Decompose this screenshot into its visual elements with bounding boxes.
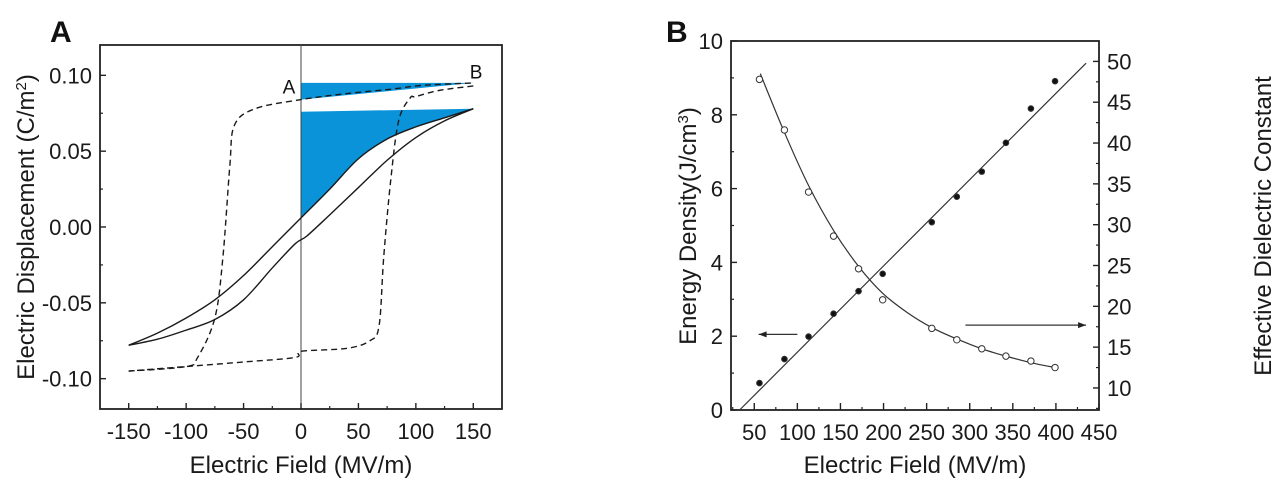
panel-a-y-axis-title: Electric Displacement (C/m2) (13, 74, 41, 380)
solid-loop-curve (128, 108, 474, 346)
shaded-energy-region (301, 108, 474, 218)
dielectric-constant-point (854, 265, 863, 273)
y-tick-label: -0.10 (42, 367, 92, 392)
panel-b-x-axis-title: Electric Field (MV/m) (804, 452, 1027, 479)
y-tick-label: 0.00 (49, 215, 92, 240)
panel-a-annotations: AB (283, 62, 483, 98)
energy-density-point (805, 333, 812, 340)
energy-density-point (879, 270, 886, 278)
panel-a-label: A (50, 16, 72, 49)
energy-density-point (1051, 77, 1059, 85)
energy-density-point (978, 168, 986, 175)
x-tick-label: 0 (295, 419, 307, 444)
right-y-tick-label: 20 (1107, 294, 1131, 319)
x-tick-label: -50 (228, 419, 260, 444)
x-tick-label: 50 (742, 420, 766, 445)
panel-b-axis-arrows (758, 322, 1087, 338)
x-tick-label: 100 (397, 419, 434, 444)
panel-a: A -150 -100 -50 0 50 100 150 -0.10 -0.05 0.00 0.0… (13, 16, 503, 479)
right-y-tick-label: 15 (1107, 335, 1131, 360)
solid-loop-curve (128, 108, 474, 346)
x-tick-label: 150 (822, 420, 859, 445)
right-y-tick-label: 30 (1107, 213, 1131, 238)
dielectric-constant-point (878, 296, 887, 304)
energy-density-point (953, 193, 961, 201)
arrow-left-icon (758, 331, 767, 338)
panel-b-label: B (666, 16, 688, 49)
dielectric-constant-point (1051, 363, 1059, 372)
panel-b-right-y-ticks: 10 15 20 25 30 35 40 45 50 (1093, 49, 1131, 409)
x-tick-label: 250 (908, 420, 945, 445)
panel-b-data-points (755, 75, 1059, 387)
x-tick-label: 150 (455, 419, 492, 444)
energy-density-point (928, 218, 936, 226)
right-y-tick-label: 50 (1107, 49, 1131, 74)
dielectric-constant-point (804, 188, 813, 196)
right-y-tick-label: 25 (1107, 254, 1131, 279)
energy-density-point (1002, 139, 1010, 147)
panel-a-y-ticks: -0.10 -0.05 0.00 0.05 0.10 (42, 63, 106, 392)
dashed-loop-curve (128, 82, 474, 372)
right-y-tick-label: 10 (1107, 376, 1131, 401)
energy-density-point (830, 310, 837, 317)
left-y-tick-label: 0 (711, 398, 723, 423)
y-tick-label: -0.05 (42, 291, 92, 316)
y-tick-label: 0.05 (49, 139, 92, 164)
x-tick-label: 450 (1081, 420, 1118, 445)
x-tick-label: 200 (865, 420, 902, 445)
dielectric-constant-point (829, 232, 838, 240)
panel-b-plot-frame (730, 40, 1100, 411)
panel-a-series (128, 82, 474, 372)
panel-b-fit-lines (739, 62, 1087, 411)
x-tick-label: 50 (346, 419, 370, 444)
left-y-tick-label: 10 (699, 29, 723, 54)
panel-b-right-y-axis-title: Effective Dielectric Constant (1250, 76, 1277, 376)
y-tick-label: 0.10 (49, 63, 92, 88)
dielectric-constant-point (780, 126, 789, 134)
x-tick-label: 100 (779, 420, 816, 445)
x-tick-label: 350 (994, 420, 1031, 445)
point-annotation-b: B (470, 62, 483, 83)
dashed-loop-curve (128, 85, 474, 372)
energy-density-point (855, 287, 862, 295)
dielectric-fit-curve (759, 73, 1056, 369)
energy-density-fit-line (739, 62, 1087, 411)
left-y-tick-label: 6 (711, 177, 723, 202)
x-tick-label: -150 (107, 419, 151, 444)
x-tick-label: 300 (951, 420, 988, 445)
panel-a-x-axis-title: Electric Field (MV/m) (190, 452, 413, 479)
energy-density-point (756, 379, 763, 387)
left-y-tick-label: 4 (711, 250, 723, 275)
panel-a-shaded-regions (301, 82, 474, 218)
right-y-tick-label: 35 (1107, 172, 1131, 197)
point-annotation-a: A (283, 78, 296, 99)
dielectric-constant-point (1027, 357, 1035, 365)
right-y-tick-label: 45 (1107, 90, 1131, 115)
dielectric-constant-point (928, 324, 936, 333)
arrow-right-icon (1078, 322, 1087, 329)
energy-density-point (1027, 105, 1035, 112)
x-tick-label: 400 (1038, 420, 1075, 445)
dielectric-constant-point (755, 75, 764, 84)
right-y-tick-label: 40 (1107, 131, 1131, 156)
x-tick-label: -100 (164, 419, 208, 444)
left-y-tick-label: 2 (711, 324, 723, 349)
left-y-tick-label: 8 (711, 103, 723, 128)
dielectric-constant-point (953, 336, 961, 344)
panel-b-left-y-ticks: 0 2 4 6 8 10 (699, 29, 737, 423)
dielectric-constant-point (1002, 352, 1010, 360)
panel-b-x-ticks: 50 100 150 200 250 300 350 400 450 (732, 403, 1118, 445)
dielectric-constant-point (978, 345, 986, 353)
shaded-energy-region (301, 82, 474, 100)
panel-b-left-y-axis-title: Energy Density(J/cm3) (675, 107, 703, 345)
energy-density-point (781, 355, 788, 363)
panel-a-x-ticks: -150 -100 -50 0 50 100 150 (107, 403, 492, 444)
